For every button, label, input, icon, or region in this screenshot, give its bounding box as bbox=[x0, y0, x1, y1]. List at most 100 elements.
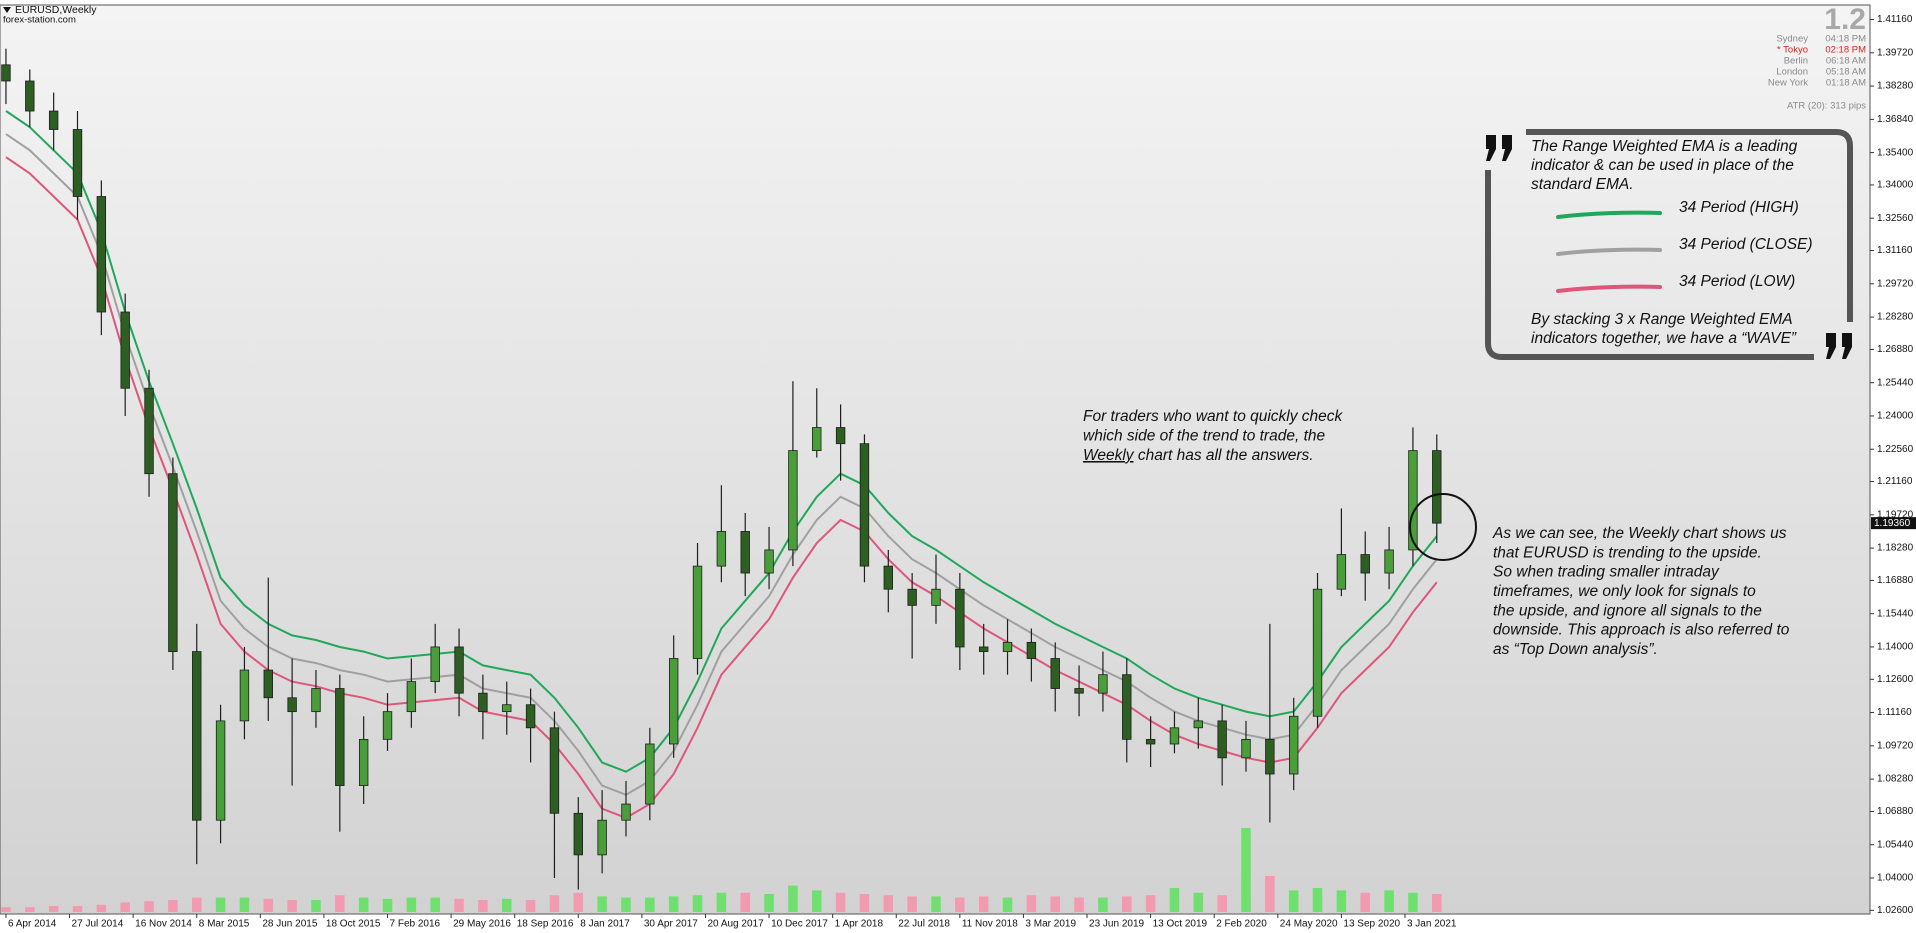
volume-bar bbox=[525, 900, 536, 912]
y-tick-label: 1.14000 bbox=[1877, 642, 1914, 653]
candle-body bbox=[502, 704, 512, 713]
candle-body bbox=[1002, 641, 1013, 652]
volume-bar bbox=[478, 900, 488, 912]
y-tick-label: 1.31160 bbox=[1877, 245, 1913, 256]
x-tick-label: 10 Dec 2017 bbox=[771, 919, 828, 930]
y-tick-label: 1.16880 bbox=[1877, 575, 1914, 586]
plot-area bbox=[0, 4, 1871, 915]
candle-body bbox=[1169, 727, 1180, 745]
clock-city: Berlin bbox=[1784, 56, 1808, 67]
volume-bar bbox=[1074, 897, 1084, 912]
volume-bar bbox=[1288, 890, 1299, 912]
y-tick-label: 1.18280 bbox=[1877, 543, 1914, 554]
price-box bbox=[1871, 517, 1916, 530]
candle-body bbox=[1432, 450, 1442, 524]
quote-open bbox=[1486, 135, 1512, 161]
candle-body bbox=[668, 658, 679, 745]
candle-body bbox=[692, 565, 703, 659]
legend-label: 34 Period (HIGH) bbox=[1679, 199, 1799, 216]
y-tick-label: 1.28280 bbox=[1877, 312, 1914, 323]
volume-bar bbox=[764, 894, 774, 912]
atr-label: ATR (20): 313 pips bbox=[1787, 101, 1866, 112]
volume-bar bbox=[811, 890, 822, 912]
x-tick-label: 13 Sep 2020 bbox=[1343, 919, 1400, 930]
text-layer: EURUSD,Weekly forex-station.com 1.2 ATR … bbox=[3, 3, 1866, 658]
volume-bar bbox=[1217, 895, 1227, 912]
volume-bar bbox=[406, 897, 417, 912]
candle-body bbox=[1074, 688, 1084, 694]
quote-line: The Range Weighted EMA is a leading bbox=[1531, 138, 1798, 155]
volume-bar bbox=[692, 895, 703, 912]
volume-bar bbox=[454, 898, 464, 912]
clock-city: London bbox=[1776, 67, 1808, 78]
volume-bar bbox=[907, 896, 917, 912]
candle-body bbox=[382, 711, 393, 740]
candle-body bbox=[931, 588, 941, 606]
x-tick-label: 28 Jun 2015 bbox=[262, 919, 317, 930]
volume-bar bbox=[549, 895, 560, 912]
clock-time: 05:18 AM bbox=[1826, 67, 1866, 78]
candle-body bbox=[454, 646, 464, 694]
x-tick-label: 3 Jan 2021 bbox=[1407, 919, 1457, 930]
y-tick-label: 1.22560 bbox=[1877, 444, 1914, 455]
volume-bar bbox=[1, 907, 11, 912]
candle-body bbox=[478, 692, 488, 713]
candle-body bbox=[1193, 720, 1204, 729]
y-tick-label: 1.11160 bbox=[1877, 707, 1912, 718]
candle-body bbox=[764, 549, 774, 574]
quote-footer: By stacking 3 x Range Weighted EMA bbox=[1531, 311, 1793, 328]
x-tick-label: 8 Jan 2017 bbox=[580, 919, 630, 930]
volume-bar bbox=[1384, 890, 1394, 912]
volume-bar bbox=[144, 901, 154, 912]
volume-bar bbox=[1050, 896, 1060, 912]
note-underlined: Weekly bbox=[1083, 447, 1135, 464]
volume-bar bbox=[716, 892, 727, 912]
candle-body bbox=[239, 669, 250, 722]
y-tick-label: 1.39720 bbox=[1877, 47, 1914, 58]
y-tick-label: 1.24000 bbox=[1877, 411, 1914, 422]
candle-body bbox=[1, 64, 11, 82]
quote-box bbox=[1485, 129, 1853, 360]
y-tick-label: 1.38280 bbox=[1877, 81, 1914, 92]
y-tick-label: 1.26880 bbox=[1877, 344, 1914, 355]
volume-bar bbox=[48, 906, 59, 912]
candle-body bbox=[311, 688, 321, 713]
volume-bar bbox=[1241, 828, 1251, 912]
candle-body bbox=[335, 688, 345, 786]
note-line: timeframes, we only look for signals to bbox=[1493, 583, 1756, 600]
legend-label: 34 Period (CLOSE) bbox=[1679, 236, 1813, 253]
price-label: 1.19360 bbox=[1874, 518, 1911, 529]
chart-title: EURUSD,Weekly bbox=[15, 4, 97, 16]
candle-body bbox=[168, 473, 178, 652]
clock-city: New York bbox=[1768, 78, 1808, 89]
candle-body bbox=[430, 646, 440, 683]
candle-body bbox=[1360, 554, 1370, 574]
candle-body bbox=[25, 80, 35, 112]
y-tick-label: 1.12600 bbox=[1877, 674, 1914, 685]
volume-bar bbox=[1408, 892, 1418, 912]
x-tick-label: 23 Jun 2019 bbox=[1089, 919, 1144, 930]
volume-bar bbox=[501, 898, 512, 912]
x-tick-label: 27 Jul 2014 bbox=[72, 919, 124, 930]
x-tick-label: 22 Jul 2018 bbox=[898, 919, 950, 930]
y-tick-label: 1.41160 bbox=[1877, 14, 1913, 25]
volume-bar bbox=[191, 897, 202, 912]
volume-bar bbox=[1312, 888, 1323, 912]
volume-bar bbox=[931, 896, 941, 912]
candle-body bbox=[525, 704, 536, 729]
volume-bar bbox=[430, 897, 440, 912]
y-tick-label: 1.15440 bbox=[1877, 608, 1914, 619]
volume-bar bbox=[1432, 894, 1442, 912]
clock-time: 06:18 AM bbox=[1826, 56, 1866, 67]
axes-layer: 1.41160 1.39720 1.38280 1.36840 1.35400 1.340… bbox=[5, 14, 1916, 930]
volume-bar bbox=[1265, 876, 1275, 912]
volume-bar bbox=[215, 897, 226, 912]
clock-time: 02:18 PM bbox=[1825, 45, 1866, 56]
volume-bar bbox=[72, 906, 83, 912]
x-tick-label: 11 Nov 2018 bbox=[962, 919, 1018, 930]
candle-body bbox=[645, 743, 655, 805]
volume-bar bbox=[1169, 888, 1180, 912]
chart-subtitle: forex-station.com bbox=[3, 15, 76, 26]
